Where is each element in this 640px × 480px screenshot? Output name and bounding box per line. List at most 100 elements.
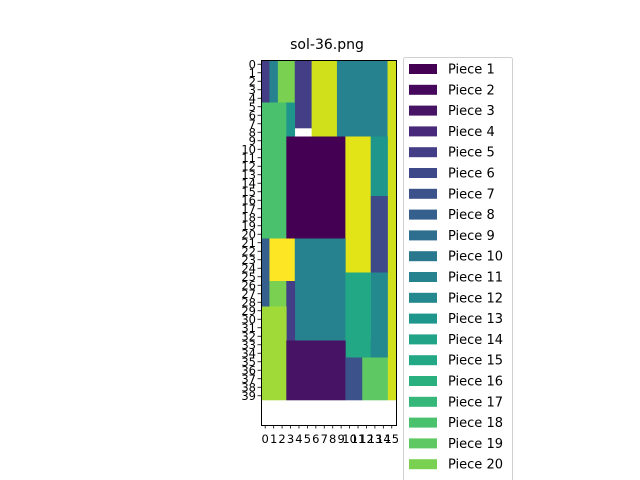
- cell-block: [261, 60, 270, 103]
- y-tick-label: 14: [241, 176, 256, 190]
- y-tick-label: 36: [241, 363, 256, 377]
- legend-label: Piece 1: [448, 63, 495, 78]
- y-tick-label: 30: [241, 312, 256, 326]
- cell-block: [294, 238, 346, 341]
- x-tick-label: 6: [312, 432, 319, 446]
- y-axis-ticks: 0123456789101112131415161718192021222324…: [241, 57, 261, 403]
- y-tick-label: 24: [241, 261, 256, 275]
- cell-block: [294, 60, 312, 129]
- x-tick-label: 3: [287, 432, 294, 446]
- y-tick-label: 33: [241, 338, 256, 352]
- legend-swatch: [409, 396, 437, 407]
- y-tick-label: 12: [241, 159, 256, 173]
- x-tick-label: 11: [351, 432, 366, 446]
- legend-swatch: [409, 459, 437, 470]
- legend-swatch: [409, 376, 437, 386]
- legend-label: Piece 2: [448, 83, 495, 98]
- legend-swatch: [409, 147, 437, 158]
- y-tick-label: 29: [241, 304, 256, 318]
- legend-label: Piece 11: [448, 271, 503, 286]
- legend-label: Piece 13: [448, 312, 503, 327]
- cell-block: [370, 340, 388, 358]
- x-tick-label: 10: [342, 432, 357, 446]
- y-tick-label: 28: [241, 295, 256, 309]
- cell-block: [387, 60, 397, 401]
- y-tick-label: 6: [249, 108, 256, 122]
- x-tick-label: 13: [368, 432, 383, 446]
- legend-swatch: [409, 251, 437, 262]
- y-tick-label: 3: [249, 83, 256, 97]
- y-tick-label: 7: [249, 117, 256, 131]
- y-tick-label: 21: [241, 236, 256, 250]
- legend-swatch: [409, 313, 437, 324]
- legend-label: Piece 12: [448, 291, 503, 306]
- cell-block: [336, 60, 388, 137]
- cell-block: [286, 102, 296, 137]
- y-tick-label: 34: [241, 346, 256, 360]
- cell-block: [370, 196, 388, 239]
- legend-label: Piece 16: [448, 375, 503, 390]
- y-tick-label: 32: [241, 329, 256, 343]
- x-tick-label: 2: [278, 432, 285, 446]
- x-tick-label: 4: [295, 432, 302, 446]
- legend-label: Piece 9: [448, 229, 495, 244]
- x-tick-label: 7: [321, 432, 328, 446]
- y-tick-label: 2: [249, 74, 256, 88]
- y-tick-label: 17: [241, 202, 256, 216]
- y-tick-label: 8: [249, 125, 256, 139]
- y-tick-label: 23: [241, 253, 256, 267]
- cell-block: [370, 136, 388, 197]
- legend-swatch: [409, 105, 437, 116]
- y-tick-label: 16: [241, 193, 256, 207]
- legend-swatch: [409, 334, 437, 345]
- cell-block: [269, 238, 296, 282]
- legend-label: Piece 6: [448, 167, 495, 182]
- y-tick-label: 5: [249, 100, 256, 114]
- x-tick-label: 15: [384, 432, 399, 446]
- legend-swatch: [409, 438, 437, 449]
- y-tick-label: 26: [241, 278, 256, 292]
- legend-swatch: [409, 64, 437, 74]
- cell-block: [277, 60, 296, 103]
- cell-block: [311, 60, 338, 137]
- legend-label: Piece 19: [448, 437, 503, 452]
- y-tick-label: 10: [241, 142, 256, 156]
- x-tick-label: 9: [337, 432, 344, 446]
- legend-swatch: [409, 417, 437, 428]
- x-tick-label: 1: [270, 432, 277, 446]
- legend-swatch: [409, 230, 437, 241]
- x-tick-label: 14: [376, 432, 391, 446]
- legend-label: Piece 17: [448, 395, 503, 410]
- y-tick-label: 38: [241, 380, 256, 394]
- y-tick-label: 27: [241, 287, 256, 301]
- legend-swatch: [409, 272, 437, 282]
- legend-label: Piece 14: [448, 333, 503, 348]
- legend-label: Piece 3: [448, 104, 495, 119]
- cell-block: [345, 136, 371, 273]
- y-tick-label: 31: [241, 321, 256, 335]
- cell-block: [286, 281, 296, 341]
- y-tick-label: 15: [241, 185, 256, 199]
- legend-swatch: [409, 188, 437, 199]
- legend-swatch: [409, 355, 437, 366]
- legend-label: Piece 5: [448, 146, 495, 161]
- legend-swatch: [409, 84, 437, 95]
- cell-block: [261, 306, 287, 401]
- y-tick-label: 22: [241, 244, 256, 258]
- y-tick-label: 39: [241, 389, 256, 403]
- cell-block: [261, 238, 270, 307]
- legend-swatch: [409, 209, 437, 220]
- legend-label: Piece 20: [448, 458, 503, 473]
- legend-label: Piece 18: [448, 416, 503, 431]
- y-tick-label: 11: [241, 151, 256, 165]
- legend-label: Piece 10: [448, 250, 503, 265]
- legend-swatch: [409, 126, 437, 137]
- cell-block: [345, 357, 363, 401]
- y-tick-label: 0: [249, 57, 256, 71]
- legend-swatch: [409, 292, 437, 303]
- cell-block: [362, 357, 388, 401]
- axes-frame: [261, 60, 397, 426]
- y-tick-label: 25: [241, 270, 256, 284]
